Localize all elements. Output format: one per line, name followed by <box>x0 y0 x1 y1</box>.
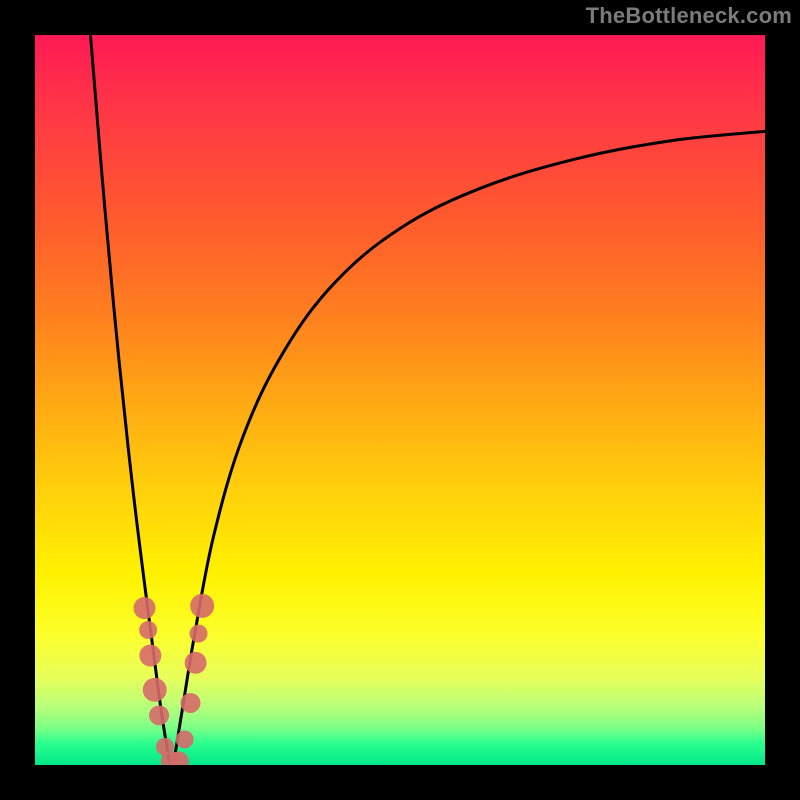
marker-point <box>190 594 214 618</box>
plot-area <box>35 35 765 765</box>
marker-group <box>134 594 215 765</box>
watermark-text: TheBottleneck.com <box>586 3 792 29</box>
marker-point <box>139 621 157 639</box>
marker-point <box>176 730 194 748</box>
chart-root: TheBottleneck.com <box>0 0 800 800</box>
marker-point <box>143 678 167 702</box>
marker-point <box>185 652 207 674</box>
marker-point <box>139 645 161 667</box>
chart-svg <box>35 35 765 765</box>
marker-point <box>180 693 200 713</box>
marker-point <box>134 597 156 619</box>
marker-point <box>149 705 169 725</box>
marker-point <box>190 625 208 643</box>
